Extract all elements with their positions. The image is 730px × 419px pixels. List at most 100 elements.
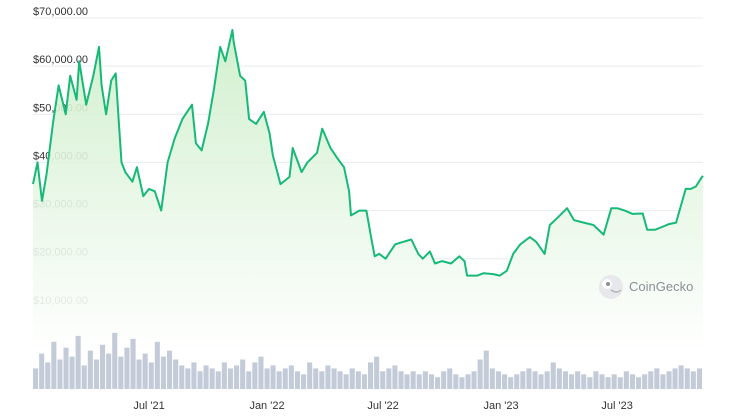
volume-bar [136, 359, 142, 389]
x-tick-label: Jul '22 [367, 400, 398, 412]
volume-bar [167, 350, 173, 389]
volume-bar [106, 353, 112, 389]
volume-bar [690, 371, 696, 389]
volume-bar [276, 371, 282, 389]
volume-bar [246, 371, 252, 389]
x-tick-label: Jul '21 [133, 400, 164, 412]
volume-bar [87, 350, 93, 389]
volume-bar [252, 362, 258, 389]
volume-bar [441, 371, 447, 389]
volume-bar [404, 374, 410, 390]
price-area-layer [33, 30, 703, 355]
volume-bar [684, 368, 690, 389]
volume-bar [605, 377, 611, 389]
volume-bar [368, 362, 374, 389]
price-line-layer [32, 29, 704, 277]
watermark-text: CoinGecko [629, 279, 693, 294]
volume-bar [562, 371, 568, 389]
volume-bar [435, 377, 441, 389]
volume-bar [93, 359, 99, 389]
volume-bar [374, 356, 380, 390]
volume-bar [489, 368, 495, 389]
volume-bar [39, 353, 45, 389]
volume-bar [550, 362, 556, 389]
volume-bar [112, 332, 118, 389]
volume-bar [142, 353, 148, 389]
volume-bar [380, 371, 386, 389]
volume-bar [520, 371, 526, 389]
volume-bar [623, 371, 629, 389]
volume-bar [617, 377, 623, 389]
volume-bar [678, 365, 684, 389]
volume-bar [465, 374, 471, 390]
volume-bar [63, 347, 69, 389]
volume-bars [33, 332, 702, 390]
volume-bar [593, 371, 599, 389]
volume-bar [477, 359, 483, 389]
volume-bar [672, 368, 678, 389]
volume-bar [197, 371, 203, 389]
volume-bar [234, 365, 240, 389]
volume-bar [185, 368, 191, 389]
volume-bar [270, 365, 276, 389]
volume-bar [130, 338, 136, 389]
volume-bar [227, 368, 233, 389]
volume-bar [495, 371, 501, 389]
volume-bar [343, 374, 349, 390]
volume-bar [288, 365, 294, 389]
volume-bar [502, 374, 508, 390]
volume-bar [514, 374, 520, 390]
volume-bar [556, 368, 562, 389]
volume-bar [264, 368, 270, 389]
price-area [33, 30, 703, 355]
volume-bar [215, 371, 221, 389]
volume-bar [294, 371, 300, 389]
volume-bar [459, 377, 465, 389]
volume-bar [355, 371, 361, 389]
volume-bar [51, 341, 57, 389]
volume-bar [258, 356, 264, 390]
volume-bar [544, 371, 550, 389]
volume-bar [392, 365, 398, 389]
volume-bar [282, 368, 288, 389]
volume-bar [331, 368, 337, 389]
volume-bar [416, 374, 422, 390]
volume-bar [301, 374, 307, 390]
volume-bar [100, 344, 106, 390]
y-tick-label: $60,000.00 [33, 54, 88, 66]
price-line [32, 29, 704, 277]
volume-bar [642, 374, 648, 390]
volume-bar [325, 365, 331, 389]
volume-bar [209, 368, 215, 389]
volume-bar [660, 374, 666, 390]
volume-bar [81, 365, 87, 389]
volume-bar [575, 371, 581, 389]
volume-bar [428, 374, 434, 390]
volume-bar [483, 350, 489, 389]
volume-bar [599, 374, 605, 390]
volume-bar [57, 359, 63, 389]
volume-bar [203, 365, 209, 389]
volume-bar [124, 347, 130, 389]
coingecko-watermark: CoinGecko [599, 275, 693, 299]
volume-bar [532, 371, 538, 389]
x-tick-label: Jan '22 [249, 400, 284, 412]
y-tick-label: $70,000.00 [33, 6, 88, 18]
volume-bar [173, 359, 179, 389]
volume-bar [636, 377, 642, 389]
volume-bar [471, 371, 477, 389]
volume-bar [307, 362, 313, 389]
volume-bar [629, 374, 635, 390]
volume-bar [386, 368, 392, 389]
volume-bar [526, 368, 532, 389]
volume-bar [337, 371, 343, 389]
volume-bar [349, 368, 355, 389]
volume-bar [508, 377, 514, 389]
volume-bar [118, 356, 124, 390]
volume-bar [191, 362, 197, 389]
volume-bar [587, 377, 593, 389]
x-tick-label: Jul '23 [601, 400, 632, 412]
volume-bar [447, 368, 453, 389]
volume-bar [696, 368, 702, 389]
